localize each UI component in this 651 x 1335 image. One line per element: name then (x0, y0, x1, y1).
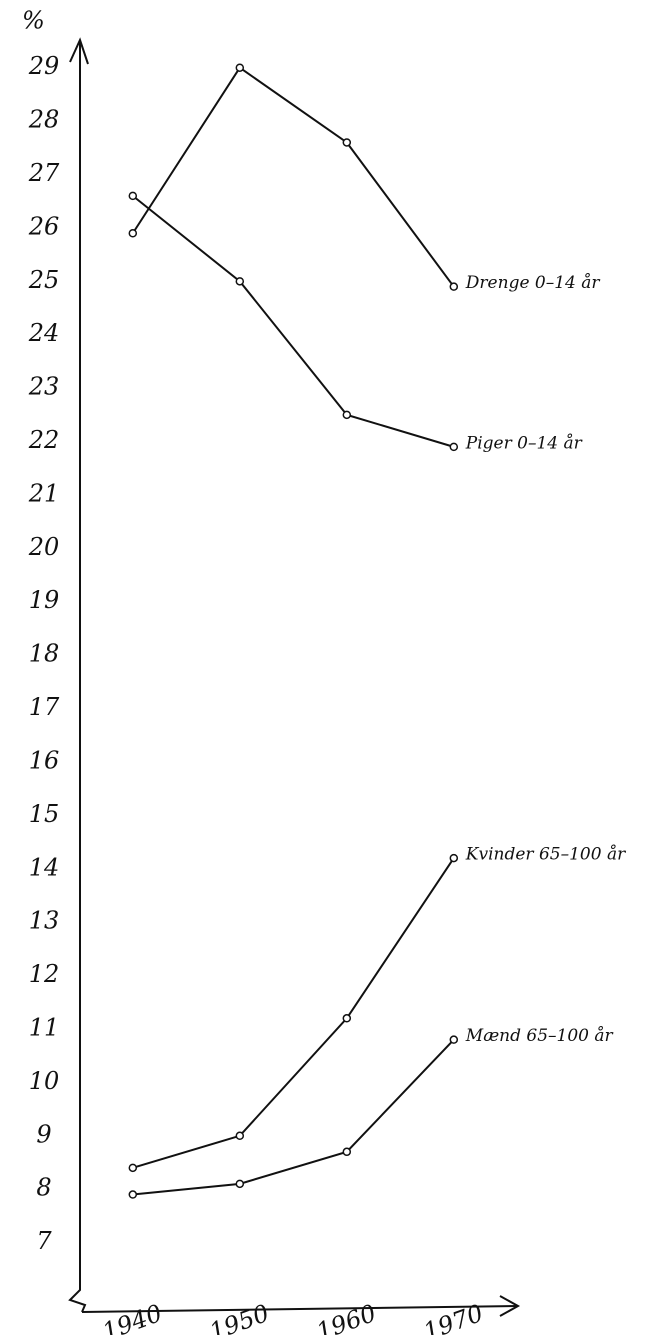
series-label: Drenge 0–14 år (465, 273, 601, 293)
y-tick-label: 22 (28, 426, 60, 454)
x-axis (81, 1305, 519, 1313)
series-line (132, 857, 455, 1169)
y-tick-label: 23 (28, 373, 60, 401)
y-tick-label: 14 (29, 853, 60, 881)
y-tick-label: 26 (28, 212, 60, 240)
y-tick-label: 19 (29, 586, 60, 614)
data-point (235, 277, 245, 286)
y-tick-label: 7 (36, 1227, 52, 1255)
y-tick-label: 11 (29, 1013, 60, 1041)
y-tick-label: 12 (29, 960, 60, 988)
data-point (235, 1131, 245, 1141)
data-point (128, 229, 138, 238)
data-point (342, 1014, 352, 1023)
y-tick-label: 9 (36, 1120, 51, 1148)
x-tick-label: 1940 (99, 1299, 166, 1335)
y-tick-label: 28 (28, 106, 60, 134)
y-tick-label: 13 (29, 907, 60, 935)
y-arrow (69, 37, 89, 65)
data-point (128, 191, 138, 201)
x-tick-label: 1950 (206, 1299, 273, 1335)
data-point (449, 853, 459, 863)
data-point (449, 442, 459, 452)
y-tick-label: 16 (29, 746, 60, 774)
y-axis (68, 40, 87, 1313)
y-tick-label: 15 (29, 800, 60, 828)
series-line (132, 1038, 455, 1196)
data-point (342, 410, 352, 420)
y-tick-label: 17 (29, 693, 60, 721)
series-label: Kvinder 65–100 år (465, 845, 626, 865)
data-point (235, 63, 245, 72)
data-point (449, 1035, 459, 1044)
x-arrow (499, 1295, 521, 1317)
data-point (128, 1163, 138, 1173)
series-label: Mænd 65–100 år (465, 1026, 614, 1046)
y-tick-label: 20 (28, 533, 60, 561)
y-tick-label: 24 (28, 319, 60, 347)
x-tick-label: 1960 (313, 1299, 380, 1335)
y-tick-label: 21 (28, 479, 60, 507)
y-axis-label: % (22, 7, 45, 35)
series-line (131, 66, 455, 288)
data-point (128, 1190, 138, 1199)
data-point (342, 1147, 352, 1157)
y-tick-label: 27 (28, 159, 60, 187)
series-line (132, 195, 455, 448)
data-point (449, 282, 459, 291)
y-tick-label: 25 (28, 266, 60, 294)
x-tick-label: 1970 (420, 1299, 487, 1335)
y-tick-label: 18 (29, 640, 60, 668)
y-tick-label: 10 (29, 1067, 60, 1095)
data-point (342, 138, 352, 147)
y-tick-label: 29 (28, 52, 60, 80)
series-label: Piger 0–14 år (465, 433, 583, 453)
y-tick-label: 8 (36, 1174, 51, 1202)
data-point (235, 1179, 245, 1189)
